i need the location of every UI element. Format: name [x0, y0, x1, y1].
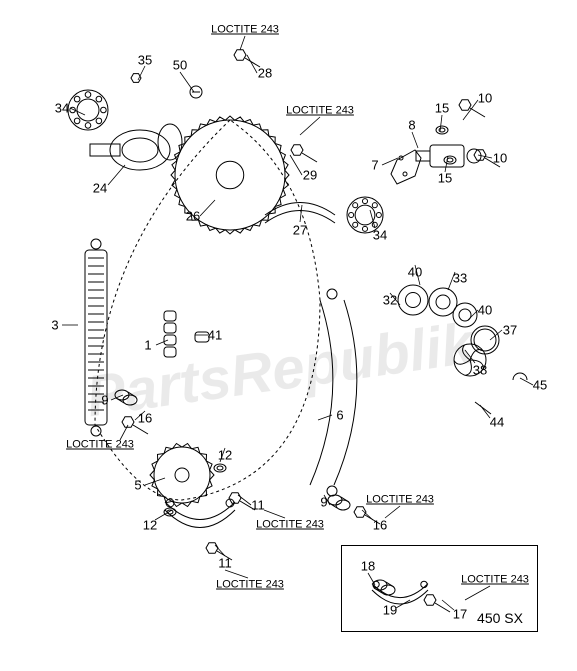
callout-28: 28	[258, 67, 272, 80]
callout-10: 10	[493, 152, 507, 165]
callout-24: 24	[93, 182, 107, 195]
callout-50: 50	[173, 59, 187, 72]
callout-3: 3	[51, 319, 58, 332]
callout-number: 44	[490, 416, 504, 429]
callout-number: 12	[143, 519, 157, 532]
callout-number: 8	[408, 119, 415, 132]
callout-number: 5	[134, 479, 141, 492]
callout-number: 3	[51, 319, 58, 332]
callout-number: 12	[218, 449, 232, 462]
callout-37: 37	[503, 324, 517, 337]
callout-9: 9	[101, 394, 108, 407]
loctite-label: LOCTITE 243	[256, 520, 324, 531]
callout-number: 11	[251, 499, 265, 512]
callout-number: 32	[383, 294, 397, 307]
callout-27: 27	[293, 224, 307, 237]
callout-number: 24	[93, 182, 107, 195]
callout-5: 5	[134, 479, 141, 492]
callout-number: 27	[293, 224, 307, 237]
callout-number: 15	[435, 102, 449, 115]
callout-number: 50	[173, 59, 187, 72]
callout-number: 10	[493, 152, 507, 165]
callout-15: 15	[438, 172, 452, 185]
loctite-label: LOCTITE 243	[211, 25, 279, 36]
callout-32: 32	[383, 294, 397, 307]
callout-number: 16	[138, 412, 152, 425]
callout-33: 33	[453, 272, 467, 285]
callout-11: 11	[251, 499, 265, 512]
callout-1: 1	[144, 339, 151, 352]
callout-40: 40	[408, 266, 422, 279]
callout-15: 15	[435, 102, 449, 115]
callout-16: 16	[373, 519, 387, 532]
callout-number: 40	[408, 266, 422, 279]
callout-number: 41	[208, 329, 222, 342]
loctite-label: LOCTITE 243	[216, 580, 284, 591]
callout-number: 45	[533, 379, 547, 392]
callout-12: 12	[143, 519, 157, 532]
callout-11: 11	[218, 557, 232, 570]
callout-44: 44	[490, 416, 504, 429]
callout-number: 10	[478, 92, 492, 105]
callout-26: 26	[186, 210, 200, 223]
diagram-stage: PartsRepublik 35502834101581072429152627…	[0, 0, 577, 671]
callout-number: 11	[218, 557, 232, 570]
callout-number: 26	[186, 210, 200, 223]
callout-number: 15	[438, 172, 452, 185]
loctite-label: LOCTITE 243	[66, 440, 134, 451]
callout-number: 34	[373, 229, 387, 242]
callout-12: 12	[218, 449, 232, 462]
callout-number: 35	[138, 54, 152, 67]
callout-34: 34	[373, 229, 387, 242]
callout-8: 8	[408, 119, 415, 132]
callout-45: 45	[533, 379, 547, 392]
callout-41: 41	[208, 329, 222, 342]
callout-16: 16	[138, 412, 152, 425]
callout-number: 6	[336, 409, 343, 422]
callout-number: 9	[101, 394, 108, 407]
callout-number: 37	[503, 324, 517, 337]
callout-number: 40	[478, 304, 492, 317]
callout-29: 29	[303, 169, 317, 182]
callout-6: 6	[336, 409, 343, 422]
callout-number: 33	[453, 272, 467, 285]
model-inset-label: 450 SX	[477, 611, 523, 625]
callout-7: 7	[371, 159, 378, 172]
loctite-label: LOCTITE 243	[366, 495, 434, 506]
callout-34: 34	[55, 102, 69, 115]
callout-35: 35	[138, 54, 152, 67]
callout-number: 34	[55, 102, 69, 115]
callout-number: 29	[303, 169, 317, 182]
callout-number: 7	[371, 159, 378, 172]
callout-number: 28	[258, 67, 272, 80]
callout-number: 38	[473, 364, 487, 377]
callout-10: 10	[478, 92, 492, 105]
callout-38: 38	[473, 364, 487, 377]
callout-number: 9	[320, 496, 327, 509]
callout-40: 40	[478, 304, 492, 317]
callout-number: 16	[373, 519, 387, 532]
loctite-label: LOCTITE 243	[286, 106, 354, 117]
callout-9: 9	[320, 496, 327, 509]
callout-number: 1	[144, 339, 151, 352]
